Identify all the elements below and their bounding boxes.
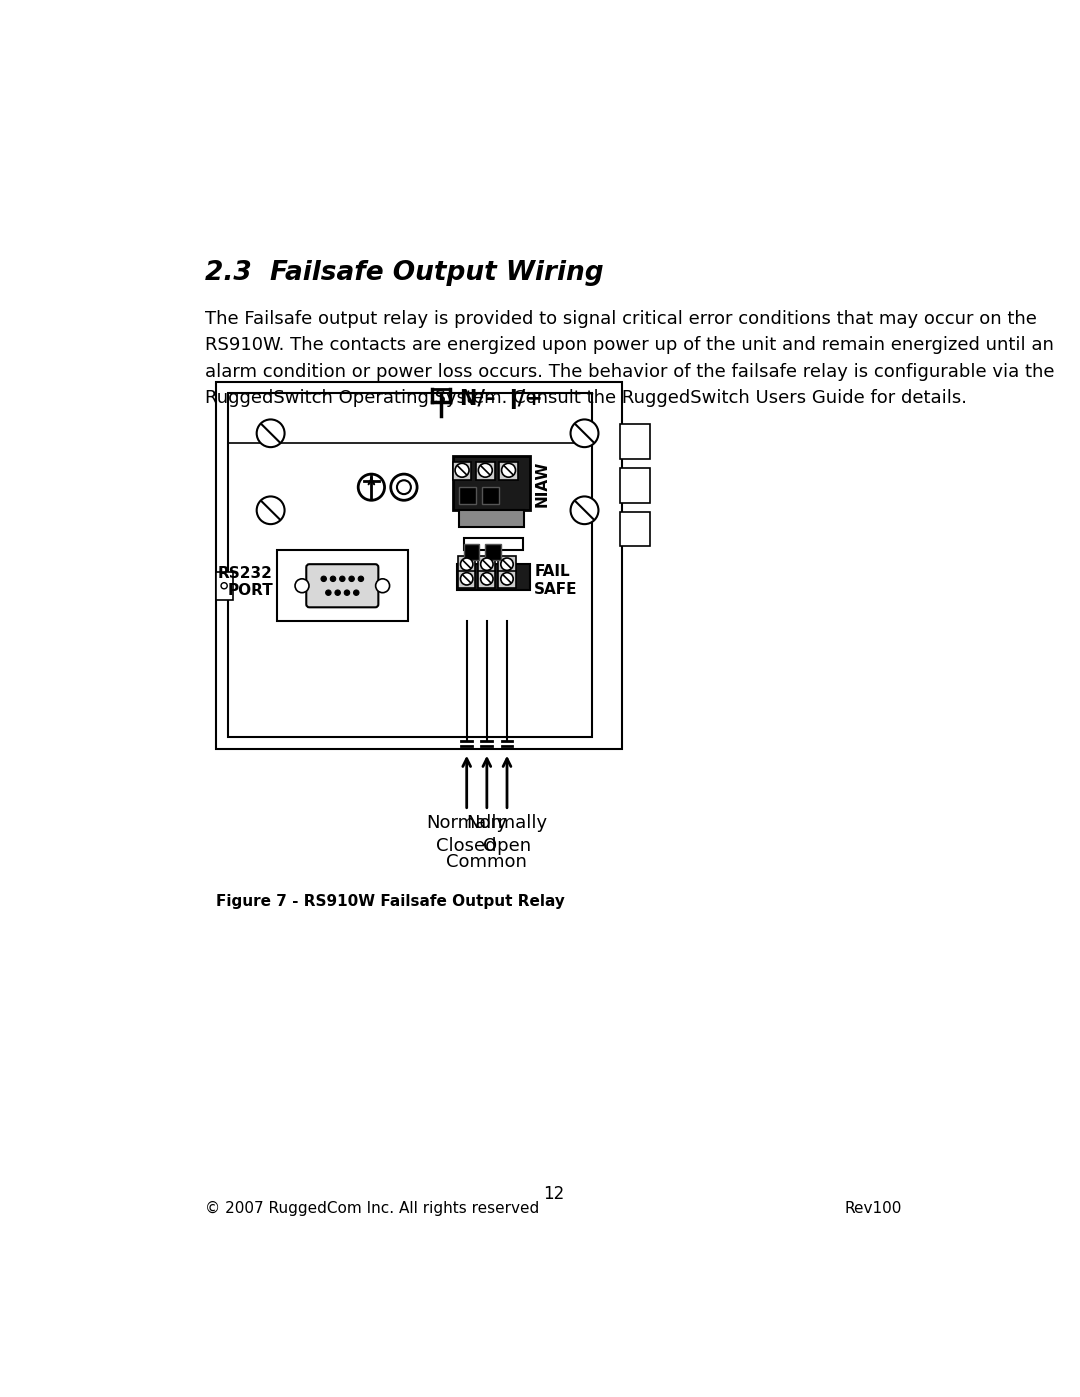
Bar xyxy=(228,393,592,738)
Text: RS232
PORT: RS232 PORT xyxy=(218,566,273,598)
Circle shape xyxy=(455,464,469,478)
Circle shape xyxy=(460,573,473,585)
Bar xyxy=(499,571,515,588)
Circle shape xyxy=(330,576,336,581)
Circle shape xyxy=(257,419,284,447)
Circle shape xyxy=(359,474,384,500)
Circle shape xyxy=(501,573,513,585)
Text: FAIL
SAFE: FAIL SAFE xyxy=(535,564,578,597)
Circle shape xyxy=(481,557,494,570)
Bar xyxy=(453,457,530,510)
Text: NIAW: NIAW xyxy=(535,460,549,507)
Circle shape xyxy=(391,474,417,500)
Circle shape xyxy=(460,557,473,570)
FancyBboxPatch shape xyxy=(307,564,378,608)
Circle shape xyxy=(326,590,332,595)
Bar xyxy=(216,381,622,749)
Text: The Failsafe output relay is provided to signal critical error conditions that m: The Failsafe output relay is provided to… xyxy=(205,310,1054,408)
Bar xyxy=(478,571,496,588)
Text: Common: Common xyxy=(446,854,527,870)
Circle shape xyxy=(349,576,354,581)
Bar xyxy=(457,564,530,591)
Text: 12: 12 xyxy=(543,1185,564,1203)
Bar xyxy=(458,556,475,573)
Bar xyxy=(463,545,480,560)
Circle shape xyxy=(295,578,309,592)
Bar xyxy=(216,571,232,599)
Bar xyxy=(620,511,649,546)
Circle shape xyxy=(570,419,598,447)
Bar xyxy=(482,488,499,504)
Circle shape xyxy=(353,590,359,595)
Text: 2.3  Failsafe Output Wiring: 2.3 Failsafe Output Wiring xyxy=(205,260,604,286)
Text: Normally
Open: Normally Open xyxy=(467,814,548,855)
Bar xyxy=(276,550,408,622)
Circle shape xyxy=(339,576,345,581)
Circle shape xyxy=(481,573,494,585)
Bar xyxy=(458,571,475,588)
Bar xyxy=(499,462,517,481)
Circle shape xyxy=(359,576,364,581)
Circle shape xyxy=(570,496,598,524)
Bar xyxy=(485,545,501,560)
Circle shape xyxy=(501,557,513,570)
Bar xyxy=(459,510,524,527)
Circle shape xyxy=(345,590,350,595)
Circle shape xyxy=(478,464,492,478)
Bar xyxy=(499,556,515,573)
Bar xyxy=(459,488,476,504)
Text: Rev100: Rev100 xyxy=(845,1201,902,1217)
Bar xyxy=(620,425,649,458)
Text: N/–  ǀ/+: N/– ǀ/+ xyxy=(460,390,543,409)
Circle shape xyxy=(501,464,515,478)
Text: Figure 7 - RS910W Failsafe Output Relay: Figure 7 - RS910W Failsafe Output Relay xyxy=(216,894,565,909)
Bar xyxy=(478,556,496,573)
Text: © 2007 RuggedCom Inc. All rights reserved: © 2007 RuggedCom Inc. All rights reserve… xyxy=(205,1201,539,1217)
Circle shape xyxy=(376,578,390,592)
Bar xyxy=(620,468,649,503)
Circle shape xyxy=(221,583,227,588)
Circle shape xyxy=(397,481,410,495)
Circle shape xyxy=(335,590,340,595)
Text: Normally
Closed: Normally Closed xyxy=(427,814,508,855)
Bar xyxy=(476,462,495,481)
Circle shape xyxy=(321,576,326,581)
Circle shape xyxy=(257,496,284,524)
Bar xyxy=(464,538,523,550)
Bar xyxy=(453,462,471,481)
